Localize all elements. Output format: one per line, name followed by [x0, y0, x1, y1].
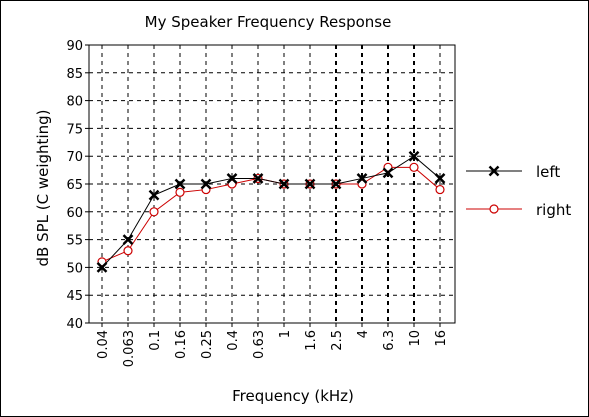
y-tick-label: 80	[66, 95, 83, 110]
x-tick-label: 0.16	[174, 330, 189, 359]
data-point-left	[330, 178, 342, 190]
y-tick-label: 45	[66, 289, 83, 304]
x-tick-label: 0.04	[96, 330, 111, 359]
x-tick-label: 1	[278, 330, 293, 338]
y-tick-label: 75	[66, 122, 83, 137]
data-point-left	[174, 178, 186, 190]
x-tick-label: 0.25	[200, 330, 215, 359]
data-point-left	[408, 150, 420, 162]
legend-marker-right	[489, 204, 499, 214]
data-point-left	[226, 173, 238, 184]
x-tick-label: 1.6	[304, 330, 319, 351]
y-axis-label: dB SPL (C weighting)	[34, 110, 52, 267]
data-point-right	[149, 207, 159, 217]
y-tick-label: 65	[66, 178, 83, 193]
data-point-left	[252, 173, 264, 184]
x-tick-label: 0.1	[148, 330, 163, 351]
axis-ticks: 40 45 50 55 60 65 70 75 80 85 90 0.04 0.063 0.1 0.16 0.…	[66, 39, 449, 367]
y-tick-label: 55	[66, 234, 83, 249]
series-group	[96, 150, 446, 273]
x-tick-label: 0.63	[252, 330, 267, 359]
legend-marker-left	[488, 165, 500, 177]
data-point-left	[304, 178, 316, 190]
series-line-left	[101, 155, 441, 268]
data-point-left	[434, 173, 446, 184]
y-tick-label: 85	[66, 67, 83, 82]
data-point-left	[96, 262, 108, 273]
y-tick-label: 90	[66, 39, 83, 54]
x-tick-label: 10	[408, 330, 423, 347]
chart-title: My Speaker Frequency Response	[145, 13, 392, 31]
x-tick-label: 0.4	[226, 330, 241, 351]
data-point-left	[356, 173, 368, 184]
y-tick-label: 50	[66, 261, 83, 276]
x-tick-label: 6.3	[382, 330, 397, 351]
data-point-left	[148, 189, 160, 201]
data-point-right	[123, 246, 133, 256]
data-point-left	[122, 234, 134, 245]
data-point-left	[278, 178, 290, 190]
legend-label-right: right	[536, 201, 571, 219]
y-tick-label: 70	[66, 150, 83, 165]
x-axis-label: Frequency (kHz)	[232, 387, 354, 405]
data-point-left	[382, 167, 394, 179]
y-tick-label: 40	[66, 317, 83, 332]
plot-area	[88, 44, 456, 324]
x-tick-label: 2.5	[330, 330, 345, 351]
legend-label-left: left	[536, 163, 560, 181]
legend: left right	[466, 163, 571, 219]
x-tick-label: 0.063	[122, 330, 137, 367]
x-tick-label: 4	[356, 330, 371, 338]
data-point-right	[175, 187, 185, 197]
data-point-right	[435, 184, 445, 195]
grid-lines	[89, 45, 455, 323]
y-tick-label: 60	[66, 206, 83, 221]
data-point-left	[200, 178, 212, 190]
x-tick-label: 16	[434, 330, 449, 347]
data-point-right	[409, 162, 419, 172]
